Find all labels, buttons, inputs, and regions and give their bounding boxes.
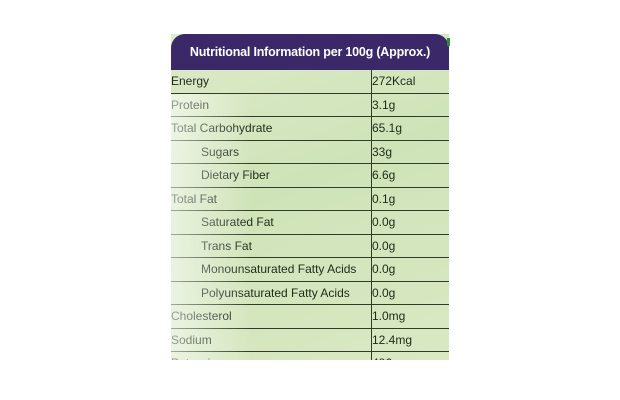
table-row: Energy 272Kcal: [171, 70, 449, 94]
nutrient-name: Trans Fat: [171, 233, 372, 258]
table-row: Sugars 33g: [171, 139, 449, 164]
nutrient-name: Sodium: [171, 327, 372, 352]
table-row: Saturated Fat 0.0g: [171, 210, 449, 235]
nutrient-value: 272Kcal: [371, 70, 449, 94]
nutrition-table: Energy 272Kcal Protein 3.1g Total Carboh…: [171, 70, 449, 360]
table-row: Polyunsaturated Fatty Acids 0.0g: [171, 280, 449, 305]
nutrient-name: Total Carbohydrate: [171, 116, 372, 141]
nutrient-value: 486mg: [371, 351, 449, 360]
nutrient-name: Saturated Fat: [171, 210, 372, 235]
nutrient-value: 3.1g: [371, 92, 449, 117]
nutrient-value: 1.0mg: [371, 304, 449, 329]
nutrient-value: 0.0g: [371, 233, 449, 258]
nutrient-name: Cholesterol: [171, 304, 372, 329]
nutrient-value: 65.1g: [371, 116, 449, 141]
nutrition-table-title: Nutritional Information per 100g (Approx…: [171, 34, 449, 70]
table-row: Total Fat 0.1g: [171, 186, 449, 211]
table-row: Total Carbohydrate 65.1g: [171, 116, 449, 141]
nutrient-name: Dietary Fiber: [171, 163, 372, 188]
table-row: Protein 3.1g: [171, 92, 449, 117]
nutrient-name: Polyunsaturated Fatty Acids: [171, 280, 372, 305]
table-row: Monounsaturated Fatty Acids 0.0g: [171, 257, 449, 282]
table-row: Trans Fat 0.0g: [171, 233, 449, 258]
table-row: Potassium 486mg: [171, 351, 449, 360]
nutrient-value: 0.0g: [371, 257, 449, 282]
nutrient-name: Protein: [171, 92, 372, 117]
table-row: Cholesterol 1.0mg: [171, 304, 449, 329]
nutrient-name: Sugars: [171, 139, 372, 164]
nutrient-value: 12.4mg: [371, 327, 449, 352]
nutrient-name: Potassium: [171, 351, 372, 360]
nutrition-label-photo: Nutritional Information per 100g (Approx…: [171, 34, 449, 360]
nutrient-value: 33g: [371, 139, 449, 164]
table-row: Sodium 12.4mg: [171, 327, 449, 352]
nutrient-value: 0.0g: [371, 280, 449, 305]
nutrient-name: Monounsaturated Fatty Acids: [171, 257, 372, 282]
nutrient-value: 0.0g: [371, 210, 449, 235]
table-row: Dietary Fiber 6.6g: [171, 163, 449, 188]
nutrient-value: 6.6g: [371, 163, 449, 188]
nutrient-value: 0.1g: [371, 186, 449, 211]
package-edge-mark: [447, 38, 450, 46]
nutrient-name: Energy: [171, 70, 372, 94]
nutrient-name: Total Fat: [171, 186, 372, 211]
